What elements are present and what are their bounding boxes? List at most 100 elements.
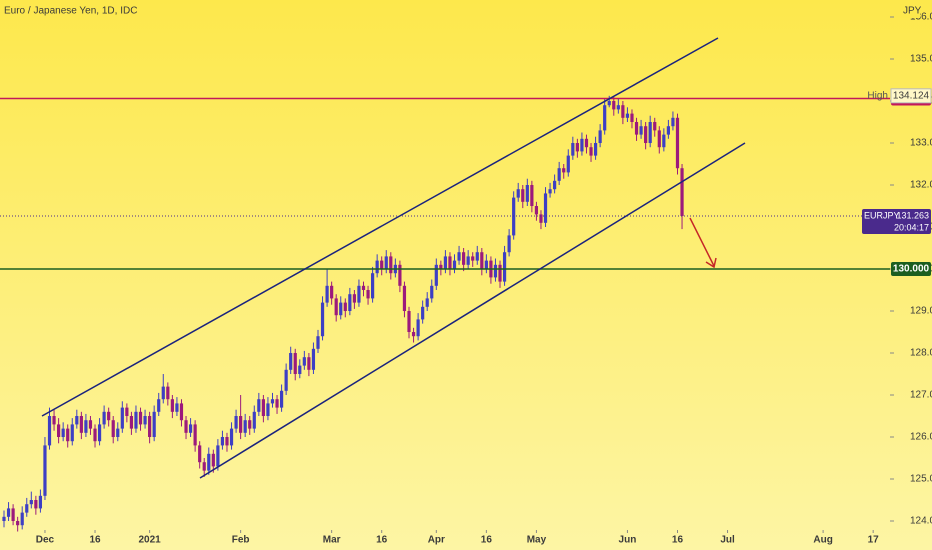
x-tick-label: Feb — [232, 535, 250, 546]
candle-body — [129, 416, 134, 429]
candle-body — [580, 138, 584, 152]
channel-lower — [199, 142, 746, 479]
candle-body — [202, 462, 206, 471]
candle-body — [261, 399, 265, 417]
candle-body — [621, 105, 625, 118]
candle-body — [289, 353, 293, 370]
candle-body — [334, 298, 338, 316]
candle-body — [507, 235, 511, 253]
candle-body — [25, 504, 29, 513]
countdown: 20:04:17 — [894, 222, 929, 232]
candle-body — [593, 143, 598, 156]
candle-body — [252, 411, 256, 429]
candle-body — [143, 416, 147, 425]
candle-body — [125, 407, 129, 417]
candle-body — [680, 168, 684, 216]
candle-body — [616, 105, 620, 110]
candle-body — [211, 453, 215, 467]
candle-body — [16, 521, 20, 526]
candle-body — [47, 416, 52, 446]
candle-body — [416, 319, 420, 337]
candle-body — [530, 185, 534, 207]
candle-body — [279, 390, 284, 408]
candle-body — [2, 516, 6, 522]
candle-body — [220, 437, 225, 446]
candle-body — [671, 117, 675, 127]
y-tick-label: 133.000 — [910, 138, 932, 149]
candle-body — [216, 445, 220, 467]
candle-body — [634, 122, 639, 135]
high-label: 134.124 — [893, 90, 930, 101]
x-tick-label: 16 — [376, 535, 388, 546]
candle-body — [484, 260, 488, 270]
candle-body — [407, 311, 411, 333]
last-label-box — [862, 208, 931, 234]
x-tick-label: Jun — [619, 535, 637, 546]
candle-body — [343, 302, 347, 312]
price-axis: 124.000 125.000 126.000 127.000 128.000 129.0… — [36, 4, 932, 546]
candle-body — [175, 403, 179, 412]
candle-body — [448, 256, 452, 270]
candle-body — [371, 273, 375, 299]
candle-body — [61, 428, 65, 438]
candle-body — [298, 365, 302, 375]
candle-body — [43, 445, 47, 496]
candle-body — [457, 252, 461, 261]
candle-body — [52, 416, 56, 425]
candle-body — [225, 437, 229, 446]
candle-body — [475, 252, 479, 261]
candle-body — [543, 193, 548, 223]
y-tick-label: 127.000 — [910, 390, 932, 401]
candle-body — [439, 264, 443, 270]
candle-body — [411, 332, 416, 337]
currency-label: JPY — [903, 6, 922, 17]
high-label-box — [890, 88, 932, 104]
candle-body — [198, 445, 202, 463]
candle-body — [157, 399, 161, 412]
candle-body — [380, 260, 384, 270]
x-tick-label: Mar — [323, 535, 341, 546]
candle-body — [598, 130, 602, 144]
candle-body — [188, 424, 193, 433]
candle-body — [471, 256, 475, 261]
y-tick-label: 128.000 — [910, 348, 932, 359]
candle-body — [357, 285, 361, 303]
candle-body — [430, 285, 434, 299]
candle-body — [29, 500, 33, 505]
candle-body — [625, 113, 630, 118]
candle-body — [339, 302, 343, 316]
candle-body — [644, 126, 648, 144]
candle-body — [111, 420, 115, 438]
candle-body — [70, 424, 74, 442]
candle-body — [266, 403, 270, 417]
x-tick-label: May — [527, 535, 547, 546]
y-tick-label: 126.000 — [910, 432, 932, 443]
candle-body — [79, 416, 83, 433]
candle-body — [152, 411, 156, 438]
candle-body — [398, 264, 402, 286]
candle-body — [148, 416, 152, 438]
candle-body — [562, 168, 566, 173]
candle-body — [311, 348, 316, 370]
candle-body — [170, 399, 174, 412]
candle-body — [316, 336, 320, 349]
plot-area — [0, 95, 890, 532]
level-label: 130.000 — [893, 264, 930, 275]
candle-body — [434, 264, 438, 286]
candle-body — [666, 126, 670, 135]
candle-body — [366, 290, 370, 299]
x-tick-label: Dec — [36, 535, 55, 546]
candle-body — [34, 500, 38, 509]
x-tick-label: Aug — [813, 535, 832, 546]
candle-body — [207, 453, 211, 471]
candle-body — [466, 256, 470, 265]
candle-body — [603, 105, 607, 131]
candle-body — [630, 113, 634, 123]
candle-body — [402, 285, 407, 312]
candle-body — [234, 416, 238, 429]
candle-body — [352, 294, 356, 303]
high-name: High — [867, 90, 888, 101]
candle-body — [443, 256, 448, 270]
